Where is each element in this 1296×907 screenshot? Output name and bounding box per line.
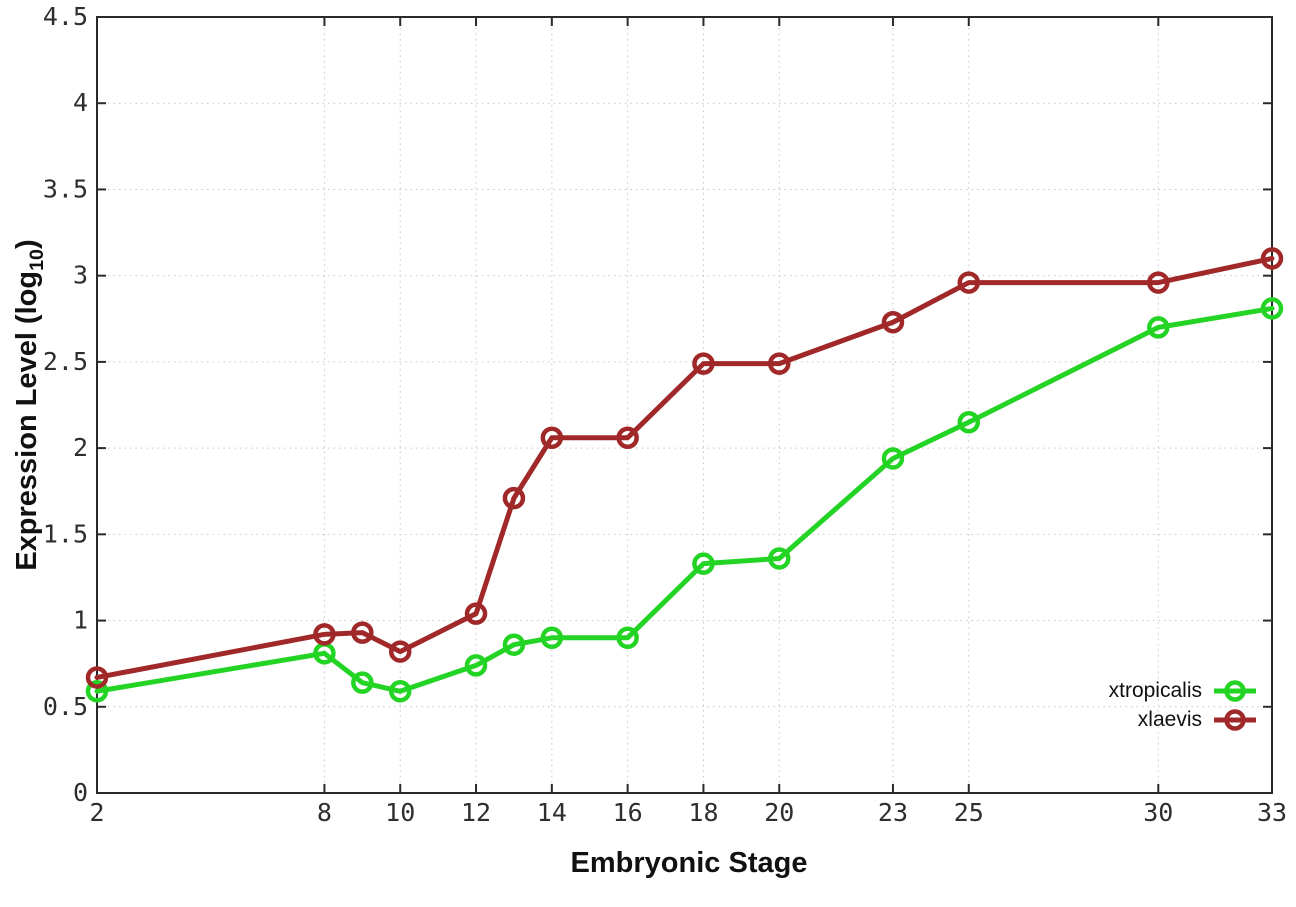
x-tick-label: 25 [954, 798, 984, 827]
line-point-sample-icon [1214, 708, 1256, 731]
series-line-xtropicalis [94, 305, 1275, 694]
data-point-xlaevis [540, 426, 564, 450]
y-tick-label: 1.5 [43, 519, 88, 548]
legend-item-xlaevis: xlaevis [1109, 706, 1258, 733]
y-tick-label: 3.5 [43, 174, 88, 203]
data-point-xlaevis [1147, 271, 1170, 294]
x-axis-title: Embryonic Stage [570, 847, 808, 879]
y-tick-label: 4.5 [43, 2, 88, 31]
y-axis-title: Expression Level (log10) [11, 239, 49, 570]
x-tick-label: 18 [688, 798, 718, 827]
data-point-xlaevis [957, 271, 981, 294]
legend: xtropicalis xlaevis [1109, 677, 1258, 733]
data-point-xlaevis [502, 486, 526, 510]
y-tick-label: 0.5 [43, 692, 88, 721]
x-tick-label: 20 [764, 798, 794, 827]
x-tick-label: 33 [1257, 798, 1287, 827]
y-tick-label: 0 [73, 778, 88, 807]
data-point-xlaevis [313, 623, 336, 646]
data-point-xtropicalis [692, 552, 715, 575]
data-point-xtropicalis [881, 447, 905, 470]
plot-border [96, 16, 1273, 794]
data-point-xlaevis [388, 640, 412, 663]
legend-item-xtropicalis: xtropicalis [1109, 677, 1258, 704]
y-tick-label: 2 [73, 433, 88, 462]
x-tick-label: 10 [385, 798, 415, 827]
data-point-xtropicalis [351, 671, 374, 694]
x-tick-label: 14 [537, 798, 567, 827]
x-tick-label: 23 [878, 798, 908, 827]
y-tick-label: 1 [73, 606, 88, 635]
x-tick-label: 16 [613, 798, 643, 827]
y-axis-title-subscript: 10 [25, 248, 48, 271]
data-point-xtropicalis [540, 626, 564, 650]
x-tick-label: 8 [317, 798, 332, 827]
x-tick-label: 12 [461, 798, 491, 827]
y-axis-title-text: Expression Level (log [11, 270, 44, 571]
data-point-xlaevis [85, 666, 109, 689]
x-tick-label: 30 [1143, 798, 1173, 827]
data-point-xtropicalis [1147, 316, 1170, 339]
x-tick-label: 2 [89, 798, 104, 827]
y-axis-title-suffix: ) [11, 239, 44, 249]
data-point-xlaevis [616, 426, 639, 450]
series-line-xlaevis [94, 255, 1275, 680]
data-point-xtropicalis [502, 633, 526, 656]
y-tick-label: 2.5 [43, 347, 88, 376]
line-point-sample-icon [1214, 679, 1256, 702]
legend-label: xtropicalis [1108, 678, 1202, 702]
data-point-xlaevis [464, 602, 488, 625]
data-point-xlaevis [1260, 247, 1284, 270]
data-point-xtropicalis [957, 410, 981, 434]
data-point-xlaevis [768, 352, 791, 375]
data-point-xtropicalis [464, 654, 488, 677]
data-point-xtropicalis [616, 626, 639, 650]
legend-label: xlaevis [1137, 707, 1202, 731]
data-point-xtropicalis [388, 680, 412, 703]
data-point-xtropicalis [1260, 297, 1284, 320]
data-point-xlaevis [351, 621, 374, 644]
y-tick-label: 3 [73, 261, 88, 290]
data-point-xtropicalis [85, 680, 109, 703]
data-point-xtropicalis [768, 547, 791, 570]
data-point-xlaevis [692, 352, 715, 375]
y-tick-label: 4 [73, 88, 88, 117]
data-point-xlaevis [881, 310, 905, 334]
